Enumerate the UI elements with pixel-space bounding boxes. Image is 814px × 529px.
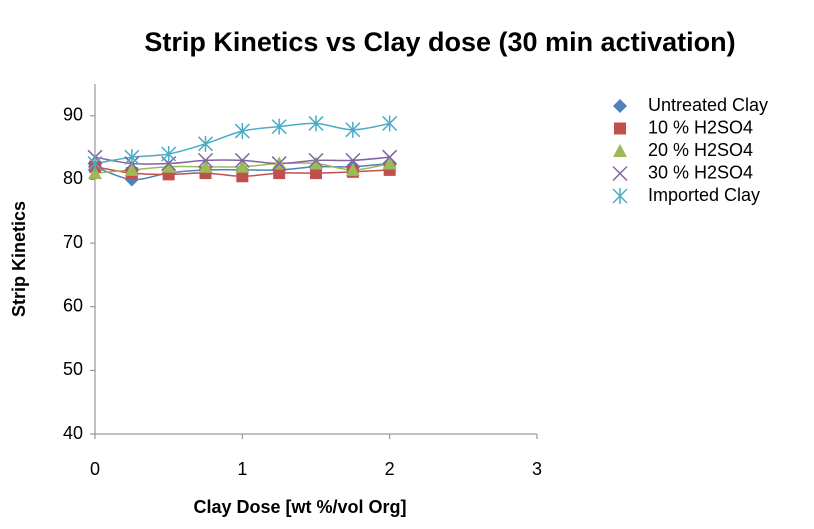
marker	[271, 156, 287, 172]
legend-label: 20 % H2SO4	[648, 140, 753, 160]
legend-marker	[612, 188, 628, 204]
marker	[87, 155, 103, 172]
marker	[197, 152, 214, 168]
legend-label: Imported Clay	[648, 185, 760, 205]
legend-marker	[613, 99, 627, 113]
x-tick-label: 3	[532, 459, 542, 479]
marker	[382, 115, 398, 132]
legend-label: 30 % H2SO4	[648, 162, 753, 182]
marker	[234, 123, 250, 140]
y-tick-label: 80	[63, 168, 83, 188]
marker	[235, 159, 250, 173]
marker	[382, 149, 398, 165]
x-tick-label: 2	[385, 459, 395, 479]
marker	[310, 167, 322, 180]
marker	[234, 152, 250, 168]
legend-marker	[614, 122, 626, 135]
y-tick-label: 60	[63, 295, 83, 315]
marker	[271, 118, 287, 135]
marker	[345, 121, 361, 138]
marker	[197, 135, 214, 152]
marker	[161, 159, 176, 173]
marker	[161, 146, 177, 162]
x-tick-label: 1	[237, 459, 247, 479]
legend-label: 10 % H2SO4	[648, 117, 753, 137]
marker	[124, 149, 140, 166]
y-tick-label: 50	[63, 359, 83, 379]
marker	[308, 152, 324, 168]
marker	[198, 159, 213, 173]
legend-marker	[612, 165, 628, 182]
y-tick-label: 70	[63, 232, 83, 252]
marker	[308, 115, 324, 132]
marker	[88, 166, 102, 180]
legend-label: Untreated Clay	[648, 95, 768, 115]
chart-title: Strip Kinetics vs Clay dose (30 min acti…	[144, 27, 735, 57]
marker	[273, 167, 286, 180]
marker	[345, 152, 361, 168]
y-tick-label: 90	[63, 105, 83, 125]
y-axis-label: Strip Kinetics	[9, 201, 29, 317]
marker	[309, 156, 323, 170]
y-tick-label: 40	[63, 423, 83, 443]
x-axis-label: Clay Dose [wt %/vol Org]	[193, 497, 406, 517]
marker	[124, 162, 139, 176]
x-tick-label: 0	[90, 459, 100, 479]
legend-marker	[613, 144, 627, 157]
marker	[382, 156, 397, 170]
marker	[345, 162, 360, 176]
marker	[236, 170, 249, 183]
